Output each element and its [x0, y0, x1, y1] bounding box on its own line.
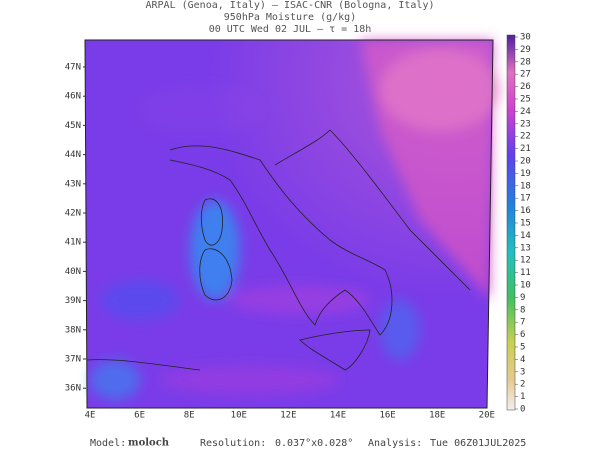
- lat-label: 45N: [65, 121, 81, 131]
- lon-label: 4E: [85, 411, 96, 421]
- lon-label: 10E: [231, 411, 247, 421]
- colorbar-label: 14: [520, 231, 531, 241]
- lat-label: 44N: [65, 150, 81, 160]
- colorbar-label: 7: [520, 318, 525, 328]
- colorbar-label: 1: [520, 392, 525, 402]
- latitude-labels: 47N 46N 45N 44N 43N 42N 41N 40N 39N 38N 37N 36N: [65, 63, 86, 394]
- colorbar-label: 5: [520, 343, 525, 353]
- colorbar-label: 0: [520, 405, 525, 415]
- colorbar-label: 23: [520, 119, 531, 129]
- colorbar-ticks: 0123456789101112131415161718192021222324…: [515, 33, 531, 415]
- lat-label: 36N: [65, 384, 81, 394]
- lat-label: 47N: [65, 63, 81, 73]
- colorbar-label: 29: [520, 45, 531, 55]
- lon-label: 20E: [479, 411, 495, 421]
- lon-label: 14E: [330, 411, 346, 421]
- colorbar-label: 22: [520, 132, 531, 142]
- lat-label: 39N: [65, 296, 81, 306]
- lon-label: 8E: [184, 411, 195, 421]
- colorbar: [506, 34, 516, 411]
- lat-label: 42N: [65, 209, 81, 219]
- lon-label: 12E: [280, 411, 296, 421]
- map-field: [84, 39, 500, 409]
- header-line: ARPAL (Genoa, Italy) — ISAC-CNR (Bologna…: [146, 0, 435, 11]
- footer-label: Model:: [90, 438, 126, 449]
- footer-value: moloch: [128, 438, 170, 449]
- lon-label: 16E: [379, 411, 395, 421]
- colorbar-label: 15: [520, 219, 531, 229]
- colorbar-label: 2: [520, 380, 525, 390]
- colorbar-label: 28: [520, 57, 531, 67]
- lat-label: 46N: [65, 92, 81, 102]
- colorbar-label: 30: [520, 33, 531, 43]
- colorbar-label: 10: [520, 281, 531, 291]
- colorbar-label: 3: [520, 367, 525, 377]
- colorbar-label: 17: [520, 194, 531, 204]
- colorbar-label: 4: [520, 355, 525, 365]
- footer-value: 0.037°x0.028°: [275, 438, 353, 449]
- colorbar-label: 13: [520, 243, 531, 253]
- lat-label: 43N: [65, 179, 81, 189]
- footer-value: Tue 06Z01JUL2025: [430, 438, 526, 449]
- lat-label: 40N: [65, 267, 81, 277]
- longitude-labels: 4E 6E 8E 10E 12E 14E 16E 18E 20E: [85, 411, 495, 421]
- lat-label: 37N: [65, 355, 81, 365]
- colorbar-label: 26: [520, 82, 531, 92]
- colorbar-label: 12: [520, 256, 531, 266]
- colorbar-label: 16: [520, 206, 531, 216]
- colorbar-label: 6: [520, 330, 525, 340]
- colorbar-label: 20: [520, 157, 531, 167]
- coastlines: [86, 129, 471, 371]
- lon-label: 18E: [429, 411, 445, 421]
- lat-label: 41N: [65, 238, 81, 248]
- colorbar-label: 25: [520, 95, 531, 105]
- colorbar-label: 24: [520, 107, 531, 117]
- header-line: 00 UTC Wed 02 JUL — τ = 18h: [209, 24, 372, 35]
- colorbar-label: 27: [520, 70, 531, 80]
- colorbar-label: 8: [520, 305, 525, 315]
- header-line: 950hPa Moisture (g/kg): [224, 12, 356, 23]
- footer-label: Analysis:: [368, 438, 422, 449]
- lat-label: 38N: [65, 325, 81, 335]
- colorbar-label: 19: [520, 169, 531, 179]
- colorbar-label: 18: [520, 181, 531, 191]
- footer-label: Resolution:: [200, 438, 266, 449]
- lon-label: 6E: [134, 411, 145, 421]
- colorbar-label: 9: [520, 293, 525, 303]
- colorbar-label: 11: [520, 268, 531, 278]
- colorbar-label: 21: [520, 144, 531, 154]
